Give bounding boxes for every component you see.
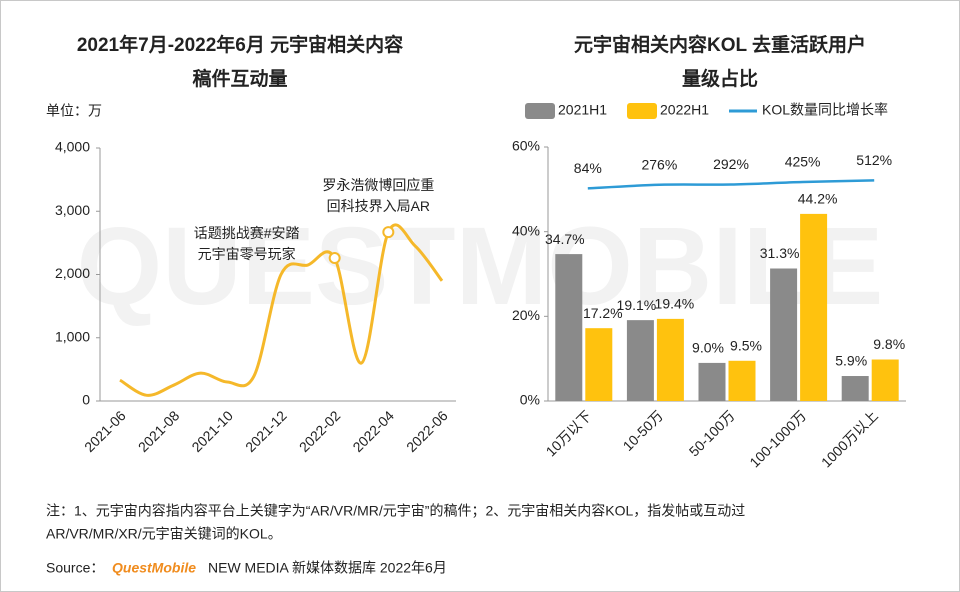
watermark: QUESTMOBILE [77, 205, 884, 328]
data-label: 9.0% [692, 340, 724, 356]
data-label: 17.2% [583, 305, 623, 321]
line [587, 179, 875, 190]
y-tick-label: 60% [512, 138, 540, 154]
data-label: 34.7% [545, 231, 585, 247]
annotation: 话题挑战赛#安踏 [194, 225, 300, 241]
legend-label: KOL数量同比增长率 [762, 102, 888, 118]
data-label: 44.2% [798, 191, 838, 207]
bar [728, 360, 756, 401]
chart-title: 稿件互动量 [192, 67, 287, 90]
unit-label: 单位：万 [46, 103, 102, 119]
note: 注：1、元宇宙内容指内容平台上关键字为“AR/VR/MR/元宇宙”的稿件；2、元… [46, 503, 745, 520]
legend-swatch [525, 103, 555, 119]
annotation: 回科技界入局AR [327, 198, 430, 214]
chart-title: 元宇宙相关内容KOL 去重活跃用户 [574, 33, 866, 56]
legend-label: 2021H1 [558, 102, 607, 118]
legend-label: 2022H1 [660, 102, 709, 118]
source-brand: QuestMobile [112, 560, 196, 576]
annotation: 罗永浩微博回应重 [322, 177, 434, 193]
bar [800, 213, 828, 401]
source-text: NEW MEDIA 新媒体数据库 2022年6月 [208, 560, 447, 576]
data-label: 19.4% [655, 296, 695, 312]
bar [871, 359, 899, 401]
annotation: 元宇宙零号玩家 [198, 246, 296, 262]
data-label: 9.8% [873, 336, 905, 352]
bar [555, 254, 583, 401]
y-tick-label: 0% [520, 392, 540, 408]
y-tick-label: 2,000 [55, 265, 90, 281]
data-label: 292% [713, 156, 749, 172]
data-label: 84% [574, 160, 602, 176]
data-label: 19.1% [617, 297, 657, 313]
point-marker [328, 252, 341, 265]
bar [770, 268, 798, 401]
note: AR/VR/MR/XR/元宇宙关键词的KOL。 [46, 526, 282, 542]
y-tick-label: 20% [512, 307, 540, 323]
data-label: 9.5% [730, 337, 762, 353]
y-tick-label: 1,000 [55, 328, 90, 344]
data-label: 425% [785, 154, 821, 170]
y-tick-label: 3,000 [55, 202, 90, 218]
y-tick-label: 40% [512, 222, 540, 238]
data-label: 31.3% [760, 245, 800, 261]
bar [841, 376, 869, 401]
chart-title: 2021年7月-2022年6月 元宇宙相关内容 [77, 33, 403, 56]
data-label: 5.9% [835, 353, 867, 369]
data-label: 512% [856, 152, 892, 168]
data-label: 276% [641, 157, 677, 173]
y-tick-label: 4,000 [55, 139, 90, 155]
bar [698, 362, 726, 401]
y-tick-label: 0 [82, 392, 90, 408]
legend-swatch [627, 103, 657, 119]
bar [626, 320, 654, 401]
bar [656, 318, 684, 401]
source-label: Source： [46, 560, 104, 576]
point-marker [382, 226, 395, 239]
chart-title: 量级占比 [682, 67, 758, 90]
bar [585, 328, 613, 401]
